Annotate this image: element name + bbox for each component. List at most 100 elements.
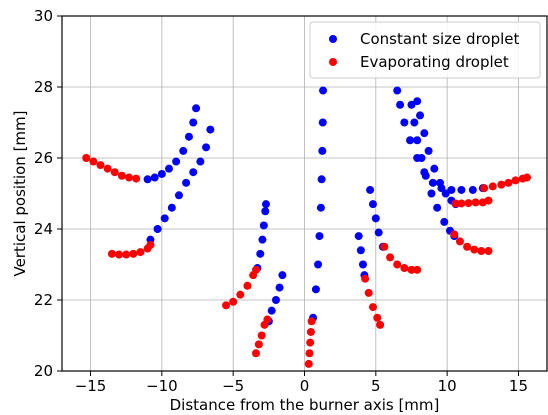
data-point (206, 125, 215, 134)
data-point (257, 331, 266, 340)
data-point (447, 185, 456, 194)
data-point (407, 100, 416, 109)
data-point (229, 297, 238, 306)
y-tick-label: 20 (34, 362, 53, 380)
legend-marker-constant-size (329, 35, 337, 43)
y-tick-label: 26 (34, 149, 53, 167)
data-point (129, 249, 138, 258)
x-tick-label: 10 (438, 377, 457, 395)
data-point (356, 246, 365, 255)
data-point (252, 349, 260, 358)
data-point (407, 265, 416, 274)
data-point (267, 306, 276, 315)
data-point (263, 315, 272, 324)
data-point (457, 185, 466, 194)
data-point (110, 168, 119, 177)
data-point (393, 86, 402, 95)
data-point (319, 86, 328, 95)
data-point (427, 189, 436, 198)
data-point (318, 146, 327, 155)
data-point (261, 200, 270, 209)
data-point (400, 118, 409, 127)
data-point (254, 340, 263, 349)
data-point (436, 178, 445, 187)
data-point (368, 303, 377, 312)
data-point (364, 288, 373, 297)
data-point (103, 164, 112, 173)
data-point (413, 136, 422, 145)
data-point (222, 301, 231, 310)
data-point (317, 175, 326, 184)
data-point (189, 118, 198, 127)
data-point (143, 175, 152, 184)
data-point (450, 230, 459, 239)
y-tick-label: 24 (34, 220, 53, 238)
data-point (464, 199, 473, 208)
data-point (413, 97, 422, 106)
legend-marker-evaporating (329, 58, 337, 66)
data-point (440, 217, 449, 226)
data-point (511, 176, 520, 185)
data-point (316, 203, 325, 212)
legend: Constant size droplet Evaporating drople… (309, 21, 541, 79)
data-point (488, 182, 497, 191)
y-tick-label: 22 (34, 291, 53, 309)
data-point (455, 237, 464, 246)
data-point (424, 146, 433, 155)
x-axis-label: Distance from the burner axis [mm] (170, 396, 440, 414)
data-point (421, 171, 430, 180)
data-point (125, 173, 134, 182)
data-point (416, 111, 425, 120)
data-point (167, 203, 176, 212)
y-tick-label: 30 (34, 7, 53, 25)
data-point (271, 296, 280, 304)
data-point (311, 285, 320, 294)
data-point (428, 178, 437, 187)
data-point (393, 260, 402, 269)
data-point (196, 157, 205, 166)
data-point (82, 154, 91, 162)
series-evaporating (82, 154, 532, 368)
data-point (504, 178, 513, 187)
y-axis-label: Vertical position [mm] (11, 110, 29, 276)
data-point (174, 191, 183, 200)
data-point (471, 198, 480, 207)
data-point (470, 245, 479, 254)
data-point (376, 320, 385, 329)
data-point (417, 154, 426, 162)
y-axis-ticks: 20 22 24 26 28 30 (34, 7, 62, 380)
x-axis-ticks: −15 −10 −5 0 5 10 15 (75, 371, 528, 395)
data-point (361, 274, 370, 283)
data-point (386, 253, 395, 262)
data-point (153, 225, 162, 233)
series-layer (82, 86, 532, 368)
data-point (413, 265, 422, 274)
legend-box (309, 21, 541, 79)
data-point (278, 271, 287, 280)
data-point (252, 265, 260, 274)
data-point (315, 232, 324, 241)
x-tick-label: −15 (75, 377, 107, 395)
data-point (107, 249, 116, 258)
data-point (307, 317, 316, 326)
data-point (89, 157, 98, 166)
data-point (358, 260, 367, 269)
data-point (368, 200, 377, 209)
data-point (433, 203, 442, 212)
data-point (380, 242, 389, 251)
data-point (258, 235, 267, 244)
data-point (396, 100, 405, 109)
data-point (463, 242, 472, 251)
data-point (115, 250, 124, 259)
x-tick-label: 15 (509, 377, 528, 395)
data-point (484, 247, 493, 256)
series-constant-size (143, 86, 487, 326)
data-point (406, 136, 415, 145)
data-point (160, 214, 169, 223)
data-point (184, 132, 193, 141)
data-point (374, 228, 383, 237)
data-point (164, 164, 173, 173)
data-point (497, 180, 506, 189)
data-point (243, 281, 252, 290)
data-point (314, 260, 323, 269)
